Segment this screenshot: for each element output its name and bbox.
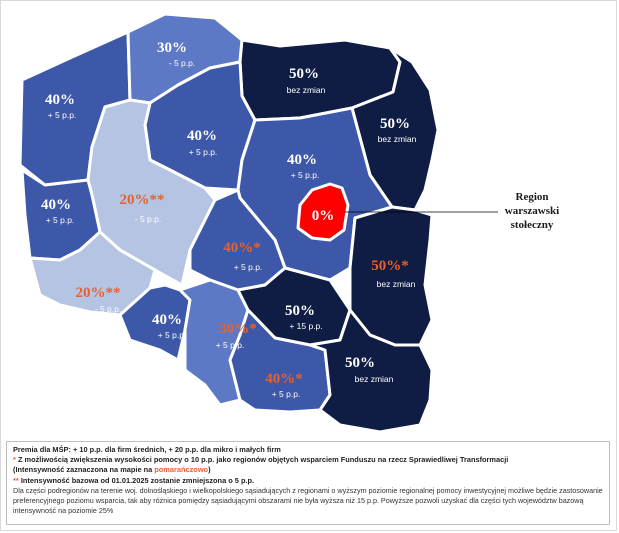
map-legend: Premia dla MŚP: + 10 p.p. dla firm średn… bbox=[6, 441, 610, 525]
label-podkarpackie-sub: bez zmian bbox=[355, 374, 394, 384]
label-dolnoslaskie-sub: - 5 p.p. bbox=[95, 304, 121, 314]
label-podlaskie-pct: 50% bbox=[380, 116, 410, 132]
region-dolnoslaskie bbox=[28, 230, 157, 317]
legend-footnote: Dla części podregionów na terenie woj. d… bbox=[13, 485, 603, 516]
label-lodzkie-pct: 40%* bbox=[223, 240, 261, 256]
legend-reduction-note: ** Intensywność bazowa od 01.01.2025 zos… bbox=[13, 475, 255, 485]
label-malopolskie-pct: 40%* bbox=[265, 371, 303, 387]
label-warminsko-mazurskie-sub: bez zmian bbox=[287, 85, 326, 95]
label-lubelskie-pct: 50%* bbox=[371, 258, 409, 274]
label-slaskie-pct: 30%* bbox=[219, 321, 257, 337]
label-swietokrzyskie-pct: 50% bbox=[285, 303, 315, 319]
label-slaskie-sub: + 5 p.p. bbox=[216, 340, 245, 350]
label-opolskie-pct: 40% bbox=[152, 312, 182, 328]
label-mazowieckie-pct: 40% bbox=[287, 152, 317, 168]
label-lubuskie-sub: + 5 p.p. bbox=[46, 215, 75, 225]
callout-line1: Region bbox=[516, 191, 549, 203]
label-mazowieckie-sub: + 5 p.p. bbox=[291, 170, 320, 180]
callout-line2: warszawski bbox=[505, 205, 559, 217]
legend-sme-bonus: Premia dla MŚP: + 10 p.p. dla firm średn… bbox=[13, 445, 281, 454]
label-dolnoslaskie-pct: 20%** bbox=[76, 285, 121, 301]
callout-line3: stołeczny bbox=[511, 219, 554, 231]
label-lodzkie-sub: + 5 p.p. bbox=[234, 262, 263, 272]
label-warminsko-mazurskie-pct: 50% bbox=[289, 66, 319, 82]
label-podlaskie-sub: bez zmian bbox=[378, 134, 417, 144]
region-podkarpackie bbox=[308, 308, 434, 434]
label-podkarpackie-pct: 50% bbox=[345, 355, 375, 371]
label-warszawski-pct: 0% bbox=[312, 208, 335, 224]
label-lubuskie-pct: 40% bbox=[41, 197, 71, 213]
label-kujawsko-pomorskie-sub: + 5 p.p. bbox=[189, 147, 218, 157]
label-kujawsko-pomorskie-pct: 40% bbox=[187, 128, 217, 144]
label-malopolskie-sub: + 5 p.p. bbox=[272, 389, 301, 399]
label-zachodniopomorskie-pct: 40% bbox=[45, 92, 75, 108]
label-wielkopolskie-pct: 20%** bbox=[120, 192, 165, 208]
legend-jtf-note: * Z możliwością zwiększenia wysokości po… bbox=[13, 455, 509, 465]
label-pomorskie-sub: - 5 p.p. bbox=[169, 58, 195, 68]
label-zachodniopomorskie-sub: + 5 p.p. bbox=[48, 110, 77, 120]
region-warszawski-stoleczny bbox=[296, 182, 350, 242]
poland-aid-map: 40% + 5 p.p. 30% - 5 p.p. 50% bez zmian … bbox=[18, 12, 559, 434]
label-opolskie-sub: + 5 p.p. bbox=[158, 330, 187, 340]
legend-orange-explainer: (Intensywność zaznaczona na mapie na pom… bbox=[13, 465, 211, 475]
label-lubelskie-sub: bez zmian bbox=[377, 279, 416, 289]
label-swietokrzyskie-sub: + 15 p.p. bbox=[289, 321, 322, 331]
label-wielkopolskie-sub: - 5 p.p. bbox=[135, 214, 161, 224]
label-pomorskie-pct: 30% bbox=[157, 40, 187, 56]
